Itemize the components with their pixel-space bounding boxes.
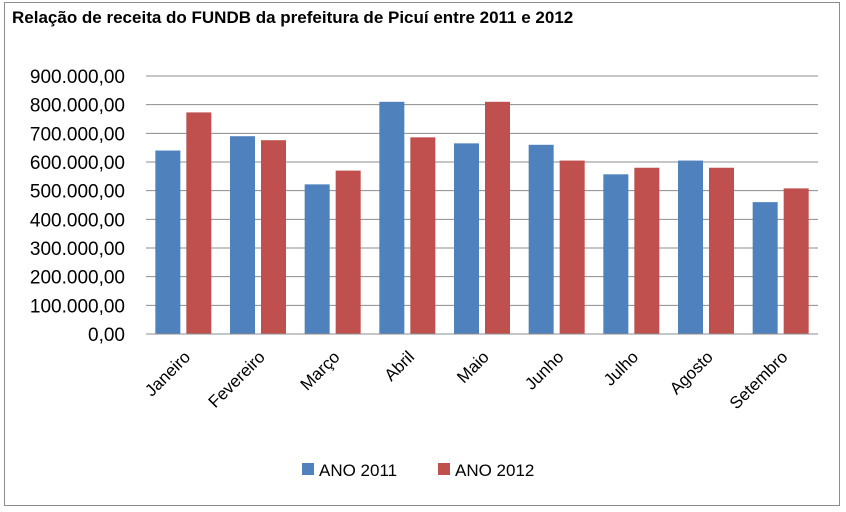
y-tick-label: 400.000,00 [30, 210, 125, 231]
x-tick-label: Março [297, 347, 344, 394]
bar-2012 [335, 170, 361, 334]
bar-2012 [485, 101, 510, 334]
bar-2011 [454, 143, 479, 334]
bar-2011 [603, 174, 629, 334]
legend-swatch-2011 [302, 463, 314, 475]
y-tick-label: 900.000,00 [30, 67, 125, 88]
y-tick-label: 200.000,00 [30, 268, 125, 289]
x-tick-label: Agosto [666, 347, 717, 398]
bar-2012 [410, 137, 436, 334]
y-tick-label: 600.000,00 [30, 153, 125, 174]
bar-2011 [752, 202, 778, 334]
y-tick-label: 0,00 [88, 325, 125, 346]
bar-2011 [230, 136, 255, 334]
y-tick-label: 800.000,00 [30, 96, 125, 117]
x-tick-label: Abril [381, 347, 418, 384]
x-tick-label: Janeiro [141, 347, 194, 400]
x-tick-label: Maio [453, 347, 492, 386]
legend-swatch-2012 [438, 463, 450, 475]
bar-2012 [783, 188, 809, 334]
x-tick-label: Fevereiro [205, 347, 269, 411]
bar-2011 [379, 101, 405, 334]
chart-title: Relação de receita do FUNDB da prefeitur… [12, 8, 574, 27]
x-tick-label: Setembro [726, 347, 792, 413]
x-tick-label: Junho [521, 347, 567, 393]
y-tick-label: 700.000,00 [30, 124, 125, 145]
legend-label-2011: ANO 2011 [319, 461, 397, 480]
bar-2011 [678, 160, 703, 334]
bar-2011 [304, 184, 330, 334]
bar-2012 [634, 167, 660, 334]
y-tick-label: 300.000,00 [30, 239, 125, 260]
y-tick-label: 100.000,00 [30, 296, 125, 317]
legend-label-2012: ANO 2012 [455, 461, 534, 480]
y-tick-label: 500.000,00 [30, 182, 125, 203]
bar-2011 [155, 150, 181, 334]
bar-2012 [186, 112, 212, 334]
bar-2012 [261, 140, 286, 334]
bar-2012 [709, 167, 734, 334]
bar-2011 [528, 144, 554, 334]
bar-2012 [559, 160, 585, 334]
x-tick-label: Julho [600, 347, 642, 389]
